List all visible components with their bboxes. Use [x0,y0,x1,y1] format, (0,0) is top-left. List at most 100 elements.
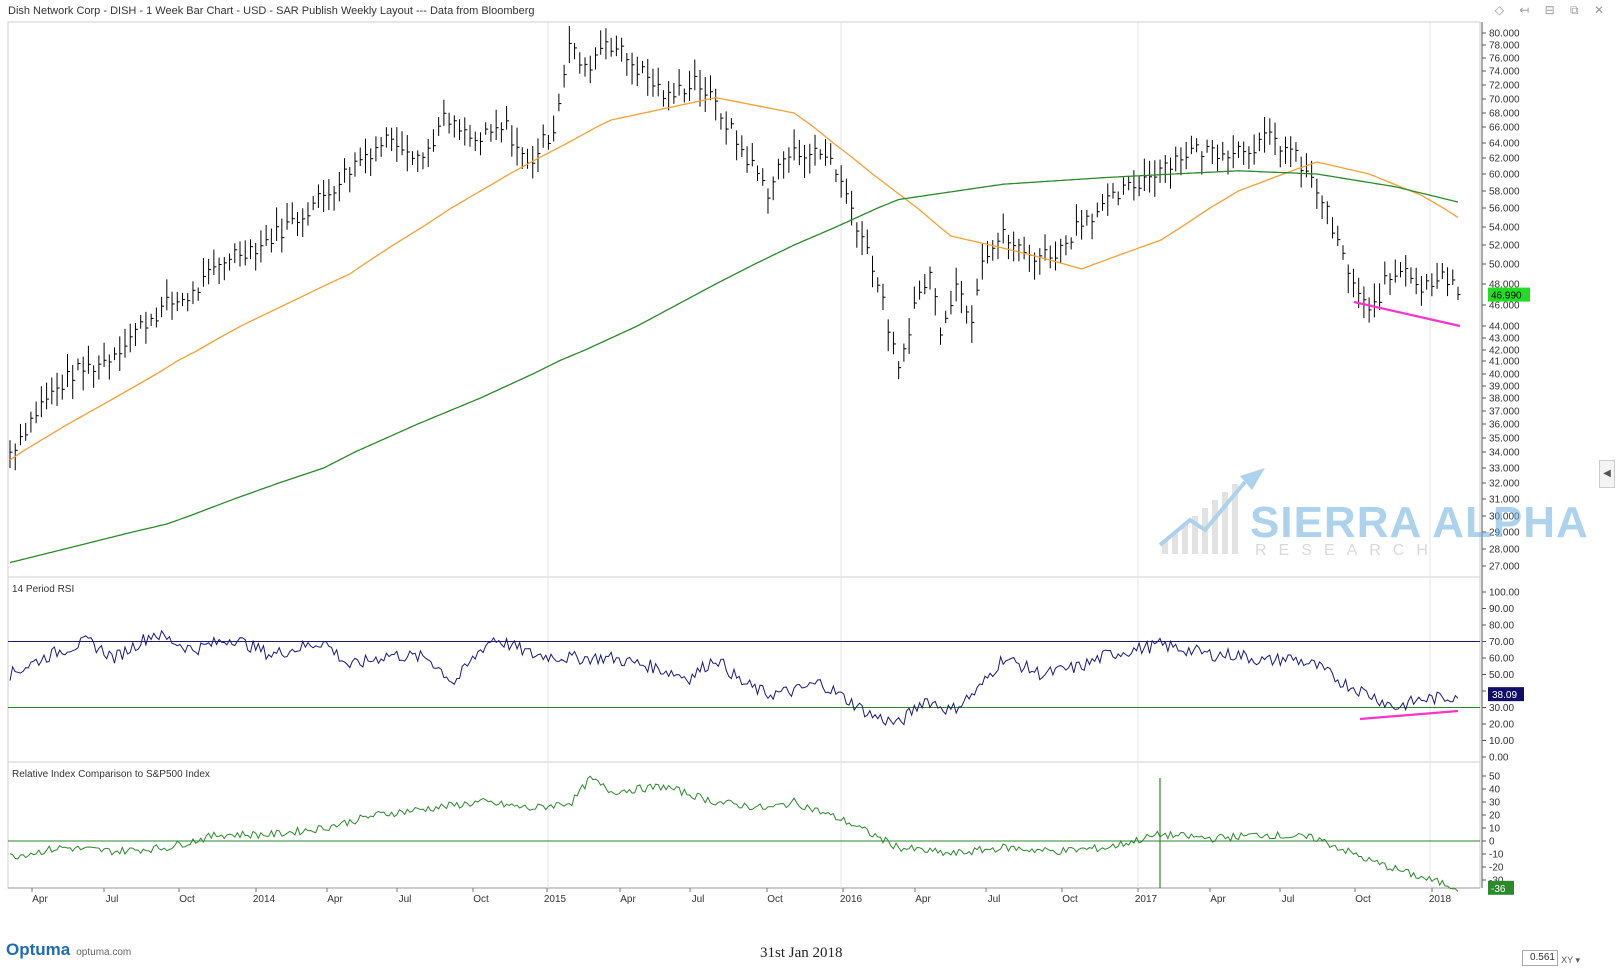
x-tick-label: Jul [106,894,119,905]
window-controls[interactable]: ◇ ↤ ⊟ ⧉ ✕ [1494,3,1610,17]
relative-panel-title: Relative Index Comparison to S&P500 Inde… [12,769,210,780]
watermark-bar [1172,532,1178,554]
last-price-tag [1488,287,1530,302]
y-tick-label: 72.000 [1489,81,1520,92]
y-tick-label: 27.000 [1489,562,1520,573]
y-tick-label: 44.000 [1489,322,1520,333]
y-tick-label: 46.000 [1489,301,1520,312]
y-tick-label: 50.00 [1489,670,1514,681]
y-tick-label: -20 [1489,863,1504,874]
x-tick-label: Apr [915,894,931,905]
x-tick-label: 2018 [1429,894,1452,905]
y-tick-label: 60.000 [1489,170,1520,181]
y-tick-label: 30 [1489,798,1501,809]
collapse-panel-icon[interactable]: ◀ [1599,460,1615,488]
brand-url: optuma.com [76,947,132,958]
x-tick-label: Apr [327,894,343,905]
chart-date: 31st Jan 2018 [760,945,843,961]
y-tick-label: 20 [1489,811,1501,822]
x-tick-label: Oct [767,894,783,905]
x-tick-label: Oct [1062,894,1078,905]
y-tick-label: 100.00 [1489,588,1520,599]
watermark-bar [1212,500,1218,554]
x-tick-label: Apr [32,894,48,905]
relative-value-tag [1488,880,1514,895]
y-tick-label: 42.000 [1489,346,1520,357]
x-tick-label: 2015 [544,894,567,905]
y-tick-label: 52.000 [1489,241,1520,252]
x-tick-label: Oct [179,894,195,905]
watermark-bar [1222,492,1228,554]
y-tick-label: 56.000 [1489,204,1520,215]
y-tick-label: 43.000 [1489,334,1520,345]
y-tick-label: 50 [1489,772,1501,783]
y-tick-label: 30.000 [1489,512,1520,523]
zoom-field[interactable]: 0.561 [1522,950,1558,966]
y-tick-label: 38.000 [1489,394,1520,405]
last-price-label: 46.990 [1491,291,1522,302]
y-tick-label: 66.000 [1489,123,1520,134]
relative-index-line [9,775,1459,892]
y-tick-label: -10 [1489,850,1504,861]
watermark-bar [1232,484,1238,554]
x-tick-label: Apr [620,894,636,905]
rsi-trendline [1359,709,1459,721]
watermark-arrow [1158,480,1247,547]
plane-icon [1240,468,1265,490]
y-tick-label: 28.000 [1489,545,1520,556]
y-tick-label: 32.000 [1489,479,1520,490]
y-tick-label: 36.000 [1489,420,1520,431]
y-tick-label: 50.000 [1489,260,1520,271]
brand-name: Optuma [6,940,71,959]
y-tick-label: 40 [1489,785,1501,796]
xy-toggle-button[interactable]: XY ▾ [1561,955,1580,965]
y-tick-label: 60.00 [1489,654,1514,665]
chart-title: Dish Network Corp - DISH - 1 Week Bar Ch… [8,5,535,17]
x-tick-label: Apr [1210,894,1226,905]
x-tick-label: Jul [1282,894,1295,905]
y-tick-label: 68.000 [1489,109,1520,120]
rsi-panel-title: 14 Period RSI [12,584,74,595]
y-tick-label: 10.00 [1489,736,1514,747]
watermark-title: SIERRA ALPHA [1250,498,1589,547]
y-tick-label: 35.000 [1489,434,1520,445]
y-tick-label: 74.000 [1489,67,1520,78]
x-tick-label: Oct [1355,894,1371,905]
x-tick-label: Jul [692,894,705,905]
panel-frame-3 [7,761,1481,889]
y-tick-label: 29.000 [1489,528,1520,539]
moving-average-short-line [9,96,1459,461]
x-tick-label: 2017 [1135,894,1158,905]
y-tick-label: 80.00 [1489,621,1514,632]
moving-average-long-line [9,170,1459,564]
y-tick-label: 90.00 [1489,604,1514,615]
y-tick-label: 78.000 [1489,41,1520,52]
y-tick-label: 31.000 [1489,495,1520,506]
x-tick-label: 2016 [840,894,863,905]
rsi-value-tag [1488,687,1524,702]
y-tick-label: 54.000 [1489,223,1520,234]
y-tick-label: 70.00 [1489,637,1514,648]
y-tick-label: 0 [1489,837,1495,848]
y-tick-label: 62.000 [1489,154,1520,165]
relative-value-label: -36 [1491,884,1506,895]
y-tick-label: 64.000 [1489,139,1520,150]
watermark-bar [1192,516,1198,554]
x-tick-label: Jul [399,894,412,905]
y-tick-label: 33.000 [1489,464,1520,475]
y-tick-label: 0.00 [1489,753,1509,764]
optuma-logo: Optuma optuma.com [6,940,131,960]
watermark-bar [1182,524,1188,554]
y-tick-label: 70.000 [1489,95,1520,106]
x-tick-label: Oct [473,894,489,905]
y-tick-label: 20.00 [1489,720,1514,731]
panel-frame-2 [7,576,1481,763]
y-tick-label: 40.000 [1489,370,1520,381]
y-tick-label: 80.000 [1489,29,1520,40]
x-tick-label: 2014 [253,894,276,905]
watermark-subtitle: RESEARCH [1255,542,1440,559]
y-tick-label: 48.000 [1489,280,1520,291]
price-bars [9,25,1461,471]
